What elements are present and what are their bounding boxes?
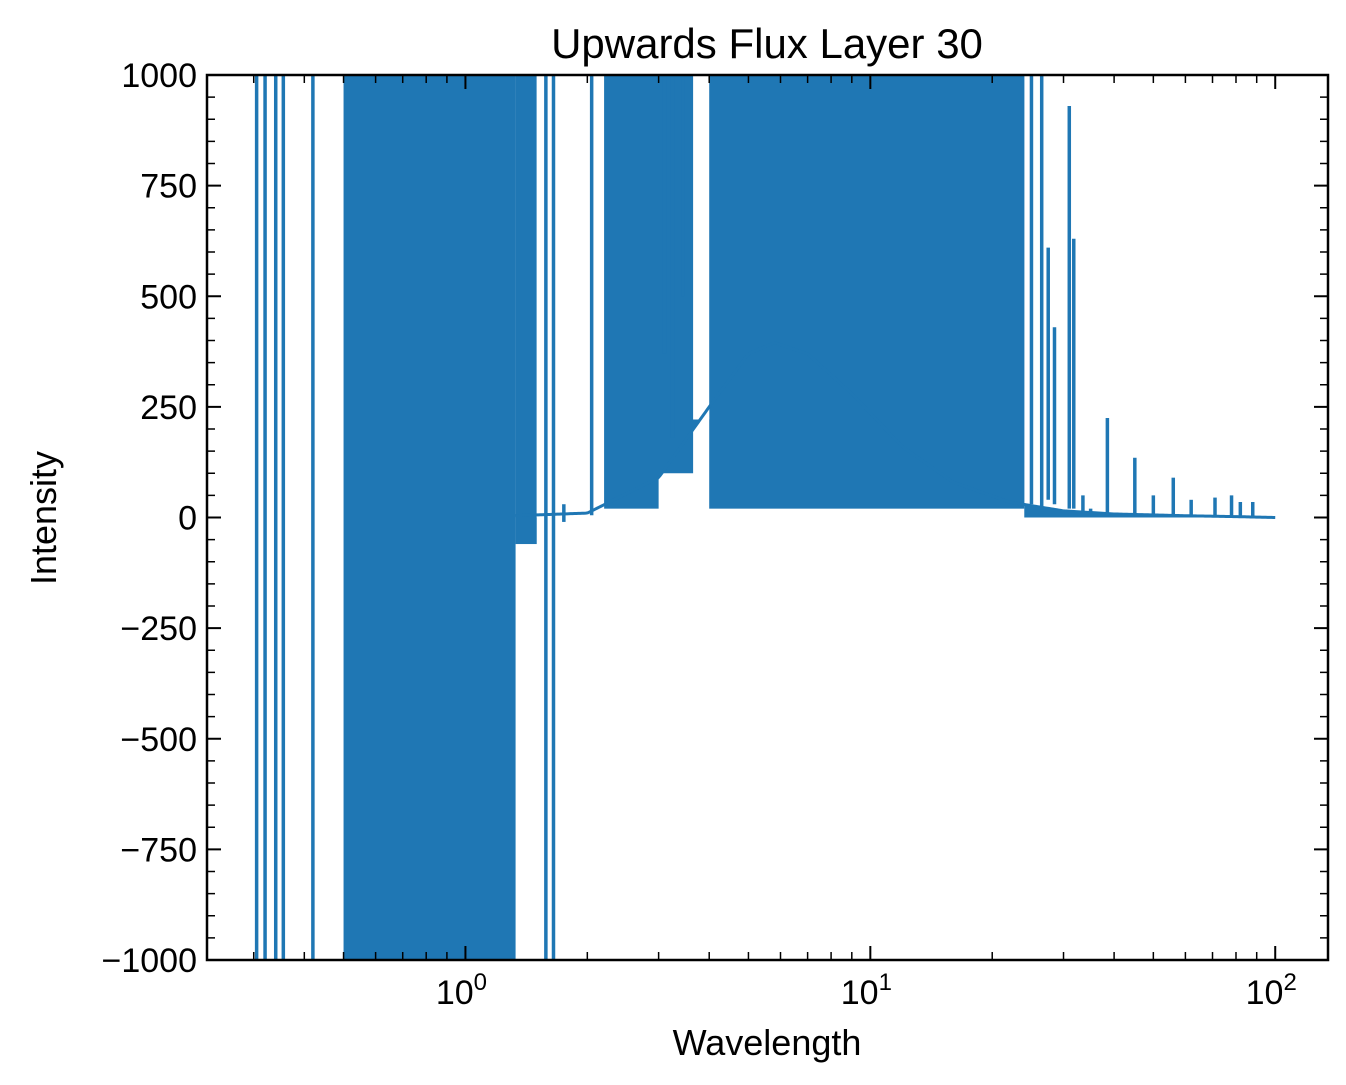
y-tick-label: −750 <box>120 831 197 869</box>
y-axis-label: Intensity <box>23 451 64 585</box>
y-tick-label: −500 <box>120 721 197 759</box>
y-tick-label: −1000 <box>102 942 198 980</box>
y-tick-label: 250 <box>140 389 197 427</box>
y-tick-label: 0 <box>178 500 197 538</box>
series-gap <box>693 75 710 420</box>
series-band <box>515 75 537 545</box>
x-tick-label: 101 <box>841 969 892 1012</box>
plot-frame <box>205 73 1330 962</box>
x-tick-label: 100 <box>436 969 487 1012</box>
y-tick-label: 500 <box>140 278 197 316</box>
series-tail-fill <box>1024 504 1276 518</box>
x-tick-label: 102 <box>1246 969 1297 1012</box>
chart-title: Upwards Flux Layer 30 <box>551 20 983 67</box>
series-band <box>343 75 516 960</box>
x-axis-label: Wavelength <box>673 1022 862 1063</box>
axis-ticks: 1000 750 500 250 0 −250 −500 −750 −1000 100 101 102 <box>102 57 1328 1012</box>
y-tick-label: −250 <box>120 610 197 648</box>
y-tick-label: 750 <box>140 168 197 206</box>
plot-area <box>254 75 1276 960</box>
y-tick-label: 1000 <box>121 57 197 95</box>
